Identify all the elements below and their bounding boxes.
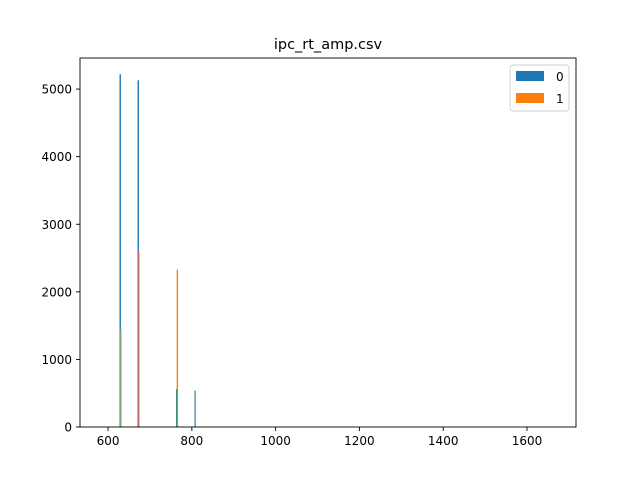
legend: 01 [509, 64, 570, 112]
overlay-bar-3 [194, 390, 196, 427]
x-tick-label-800: 800 [180, 434, 203, 448]
overlay-bar-0 [119, 329, 121, 427]
legend-swatch-0 [516, 71, 544, 81]
legend-label-0: 0 [556, 70, 564, 84]
bar-series-1-bin-0 [120, 329, 122, 427]
chart-title: ipc_rt_amp.csv [274, 37, 383, 53]
legend-swatch-1 [516, 93, 544, 103]
y-tick-label-4000: 4000 [41, 150, 72, 164]
y-axis: 0 1000 2000 3000 4000 5000 [41, 83, 80, 435]
x-tick-label-1400: 1400 [428, 434, 459, 448]
plot-frame [79, 57, 577, 428]
y-tick-label-2000: 2000 [41, 285, 72, 299]
x-axis: 600 800 1000 1200 1400 1600 [97, 427, 543, 448]
legend-label-1: 1 [556, 92, 564, 106]
y-tick-label-5000: 5000 [41, 83, 72, 97]
bar-series-1-bin-1 [138, 251, 140, 427]
bar-series-0-bin-0 [119, 74, 121, 427]
x-tick-label-600: 600 [97, 434, 120, 448]
overlay-bar-2 [176, 389, 178, 427]
x-tick-label-1000: 1000 [260, 434, 291, 448]
y-tick-label-0: 0 [64, 421, 72, 435]
x-tick-label-1600: 1600 [512, 434, 543, 448]
bar-series-1-bin-2 [176, 269, 179, 427]
x-tick-label-1200: 1200 [344, 434, 375, 448]
y-tick-label-3000: 3000 [41, 218, 72, 232]
y-tick-label-1000: 1000 [41, 353, 72, 367]
bars-layer [119, 74, 196, 428]
overlay-bar-1 [137, 251, 139, 427]
